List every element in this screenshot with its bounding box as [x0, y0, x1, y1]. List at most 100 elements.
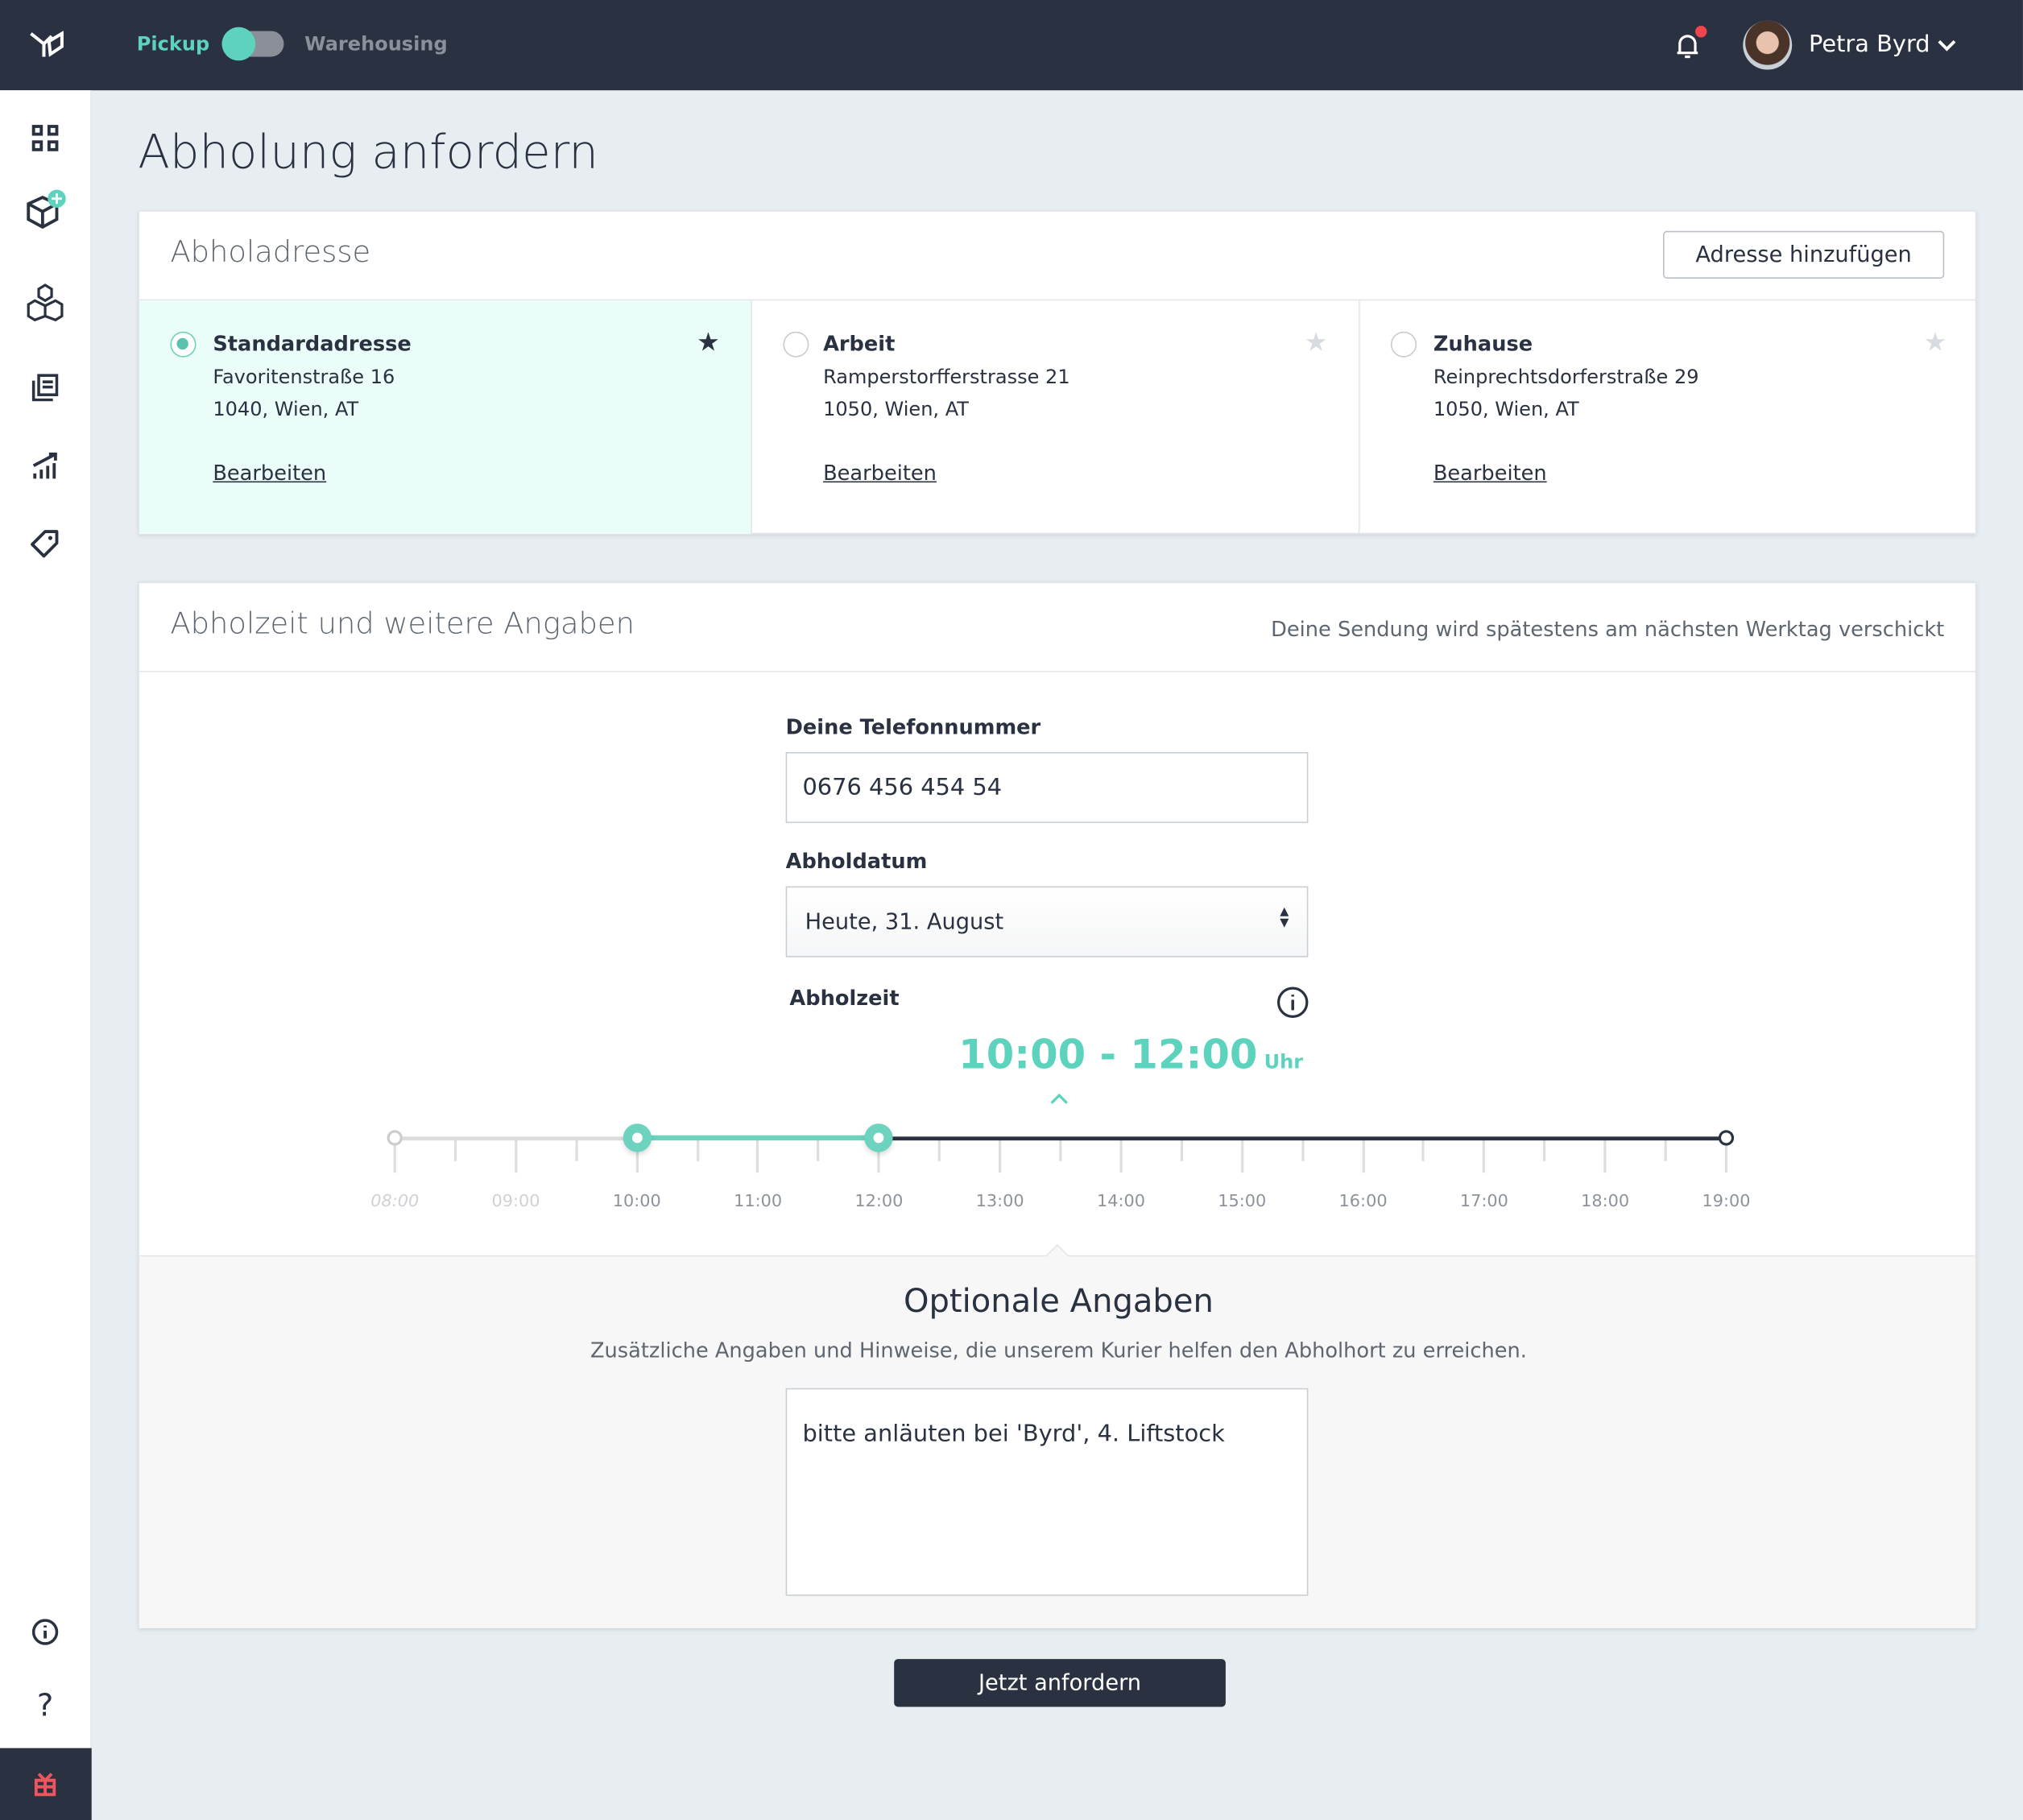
address-option-work[interactable]: Arbeit Ramperstorfferstrasse 21 1050, Wi… [752, 300, 1360, 535]
slider-hour-label: 17:00 [1459, 1192, 1508, 1212]
details-card-title: Abholzeit und weitere Angaben [170, 607, 635, 642]
slider-hour-label: 16:00 [1338, 1192, 1388, 1212]
star-icon[interactable]: ★ [1923, 326, 1947, 358]
mode-warehousing-label[interactable]: Warehousing [304, 32, 448, 56]
slider-hour-label: 09:00 [491, 1192, 540, 1212]
pickup-details-card: Abholzeit und weitere Angaben Deine Send… [138, 581, 1978, 1628]
slider-tick [453, 1137, 457, 1161]
time-unit: Uhr [1264, 1050, 1304, 1073]
address-option-standard[interactable]: Standardadresse Favoritenstraße 16 1040,… [139, 300, 752, 535]
tag-icon [31, 530, 59, 558]
top-bar: Pickup Warehousing Petra Byrd [0, 0, 2023, 91]
address-card-title: Abholadresse [170, 236, 371, 270]
slider-hour-label: 08:00 [370, 1192, 420, 1212]
documents-icon [31, 374, 59, 402]
sidebar-item-dashboard[interactable] [22, 115, 68, 162]
slider-tick [1240, 1137, 1243, 1173]
avatar[interactable] [1743, 20, 1793, 70]
pickup-address-card: Abholadresse Adresse hinzufügen Standard… [138, 210, 1978, 535]
gift-icon [34, 1772, 56, 1797]
time-range: 10:00 - 12:00 [958, 1032, 1258, 1079]
logo-icon[interactable] [28, 31, 64, 59]
selected-time-display: 10:00 - 12:00 Uhr [139, 1032, 1978, 1079]
slider-handle-start[interactable] [623, 1123, 652, 1152]
new-shipment-icon [27, 189, 66, 230]
slider-tick [393, 1137, 396, 1173]
sidebar-item-tags[interactable] [22, 520, 68, 567]
track-end-point [1718, 1130, 1735, 1146]
slider-tick [1483, 1137, 1486, 1173]
slider-tick [696, 1137, 699, 1161]
date-select-value: Heute, 31. August [805, 908, 1004, 935]
sidebar-item-info[interactable] [22, 1609, 68, 1656]
sidebar-item-inventory[interactable] [22, 279, 68, 325]
chevron-up-icon [1050, 1093, 1068, 1104]
slider-tick [1724, 1137, 1728, 1173]
address-city: 1050, Wien, AT [1433, 397, 1579, 421]
slider-hour-label: 14:00 [1096, 1192, 1146, 1212]
address-city: 1050, Wien, AT [823, 397, 969, 421]
analytics-icon [32, 452, 57, 479]
user-name[interactable]: Petra Byrd [1809, 31, 1930, 59]
edit-address-link[interactable]: Bearbeiten [1433, 460, 1547, 486]
address-option-home[interactable]: Zuhause Reinprechtsdorferstraße 29 1050,… [1360, 300, 1978, 534]
notes-textarea[interactable]: bitte anläuten bei 'Byrd', 4. Liftstock [785, 1388, 1309, 1596]
edit-address-link[interactable]: Bearbeiten [213, 460, 327, 486]
chevron-down-icon[interactable] [1937, 37, 1958, 52]
info-icon[interactable] [1276, 986, 1309, 1020]
address-city: 1040, Wien, AT [213, 397, 359, 421]
time-label: Abholzeit [789, 985, 900, 1011]
add-address-button[interactable]: Adresse hinzufügen [1662, 230, 1945, 279]
slider-tick [756, 1137, 759, 1173]
sidebar-item-analytics[interactable] [22, 442, 68, 489]
optional-title: Optionale Angaben [903, 1282, 1214, 1320]
inventory-icon [27, 283, 64, 322]
address-name: Arbeit [823, 331, 896, 357]
select-arrows-icon: ▲ ▼ [1280, 905, 1289, 931]
slider-tick [999, 1137, 1002, 1173]
slider-tick [877, 1137, 880, 1173]
slider-hour-label: 12:00 [854, 1192, 904, 1212]
optional-section: Optionale Angaben Zusätzliche Angaben un… [139, 1243, 1975, 1628]
address-street: Reinprechtsdorferstraße 29 [1433, 365, 1699, 389]
edit-address-link[interactable]: Bearbeiten [823, 460, 937, 486]
slider-hour-label: 15:00 [1218, 1192, 1267, 1212]
help-icon[interactable]: ? [36, 1687, 54, 1724]
star-icon[interactable]: ★ [1304, 326, 1328, 358]
slider-tick [817, 1137, 820, 1161]
submit-button[interactable]: Jetzt anfordern [894, 1659, 1226, 1707]
time-range-slider[interactable]: 08:00 09:00 10:00 11:00 12:00 13:00 14:00 15:00… [139, 1099, 1978, 1228]
radio-unselected[interactable] [783, 331, 809, 358]
page-title: Abholung anfordern [138, 126, 598, 180]
phone-label: Deine Telefonnummer [785, 714, 1041, 739]
radio-selected[interactable] [170, 331, 197, 358]
star-icon[interactable]: ★ [697, 326, 720, 358]
radio-unselected[interactable] [1390, 331, 1417, 358]
notification-dot [1695, 26, 1707, 38]
slider-hour-label: 19:00 [1702, 1192, 1751, 1212]
slider-tick [937, 1137, 941, 1161]
sidebar-item-gift[interactable] [0, 1748, 92, 1820]
track-available [879, 1135, 1727, 1140]
slider-tick [1543, 1137, 1546, 1161]
slider-hour-label: 13:00 [975, 1192, 1024, 1212]
date-label: Abholdatum [785, 849, 928, 874]
slider-handle-end[interactable] [864, 1123, 894, 1152]
slider-tick [1361, 1137, 1365, 1173]
slider-tick [1422, 1137, 1425, 1161]
track-disabled [395, 1135, 637, 1140]
phone-input[interactable]: 0676 456 454 54 [785, 751, 1309, 824]
slider-hour-label: 18:00 [1581, 1192, 1630, 1212]
sidebar-item-new-shipment[interactable] [22, 187, 68, 234]
sidebar-item-documents[interactable] [22, 364, 68, 411]
mode-toggle[interactable] [221, 27, 284, 61]
slider-tick [1059, 1137, 1062, 1161]
address-street: Favoritenstraße 16 [213, 365, 395, 389]
dashboard-icon [31, 125, 59, 151]
slider-tick [514, 1137, 518, 1173]
shipping-note: Deine Sendung wird spätestens am nächste… [1271, 616, 1945, 642]
mode-pickup-label[interactable]: Pickup [136, 32, 210, 56]
optional-subtitle: Zusätzliche Angaben und Hinweise, die un… [590, 1338, 1527, 1363]
date-select[interactable]: Heute, 31. August ▲ ▼ [785, 886, 1309, 958]
notifications-button[interactable] [1672, 26, 1707, 62]
